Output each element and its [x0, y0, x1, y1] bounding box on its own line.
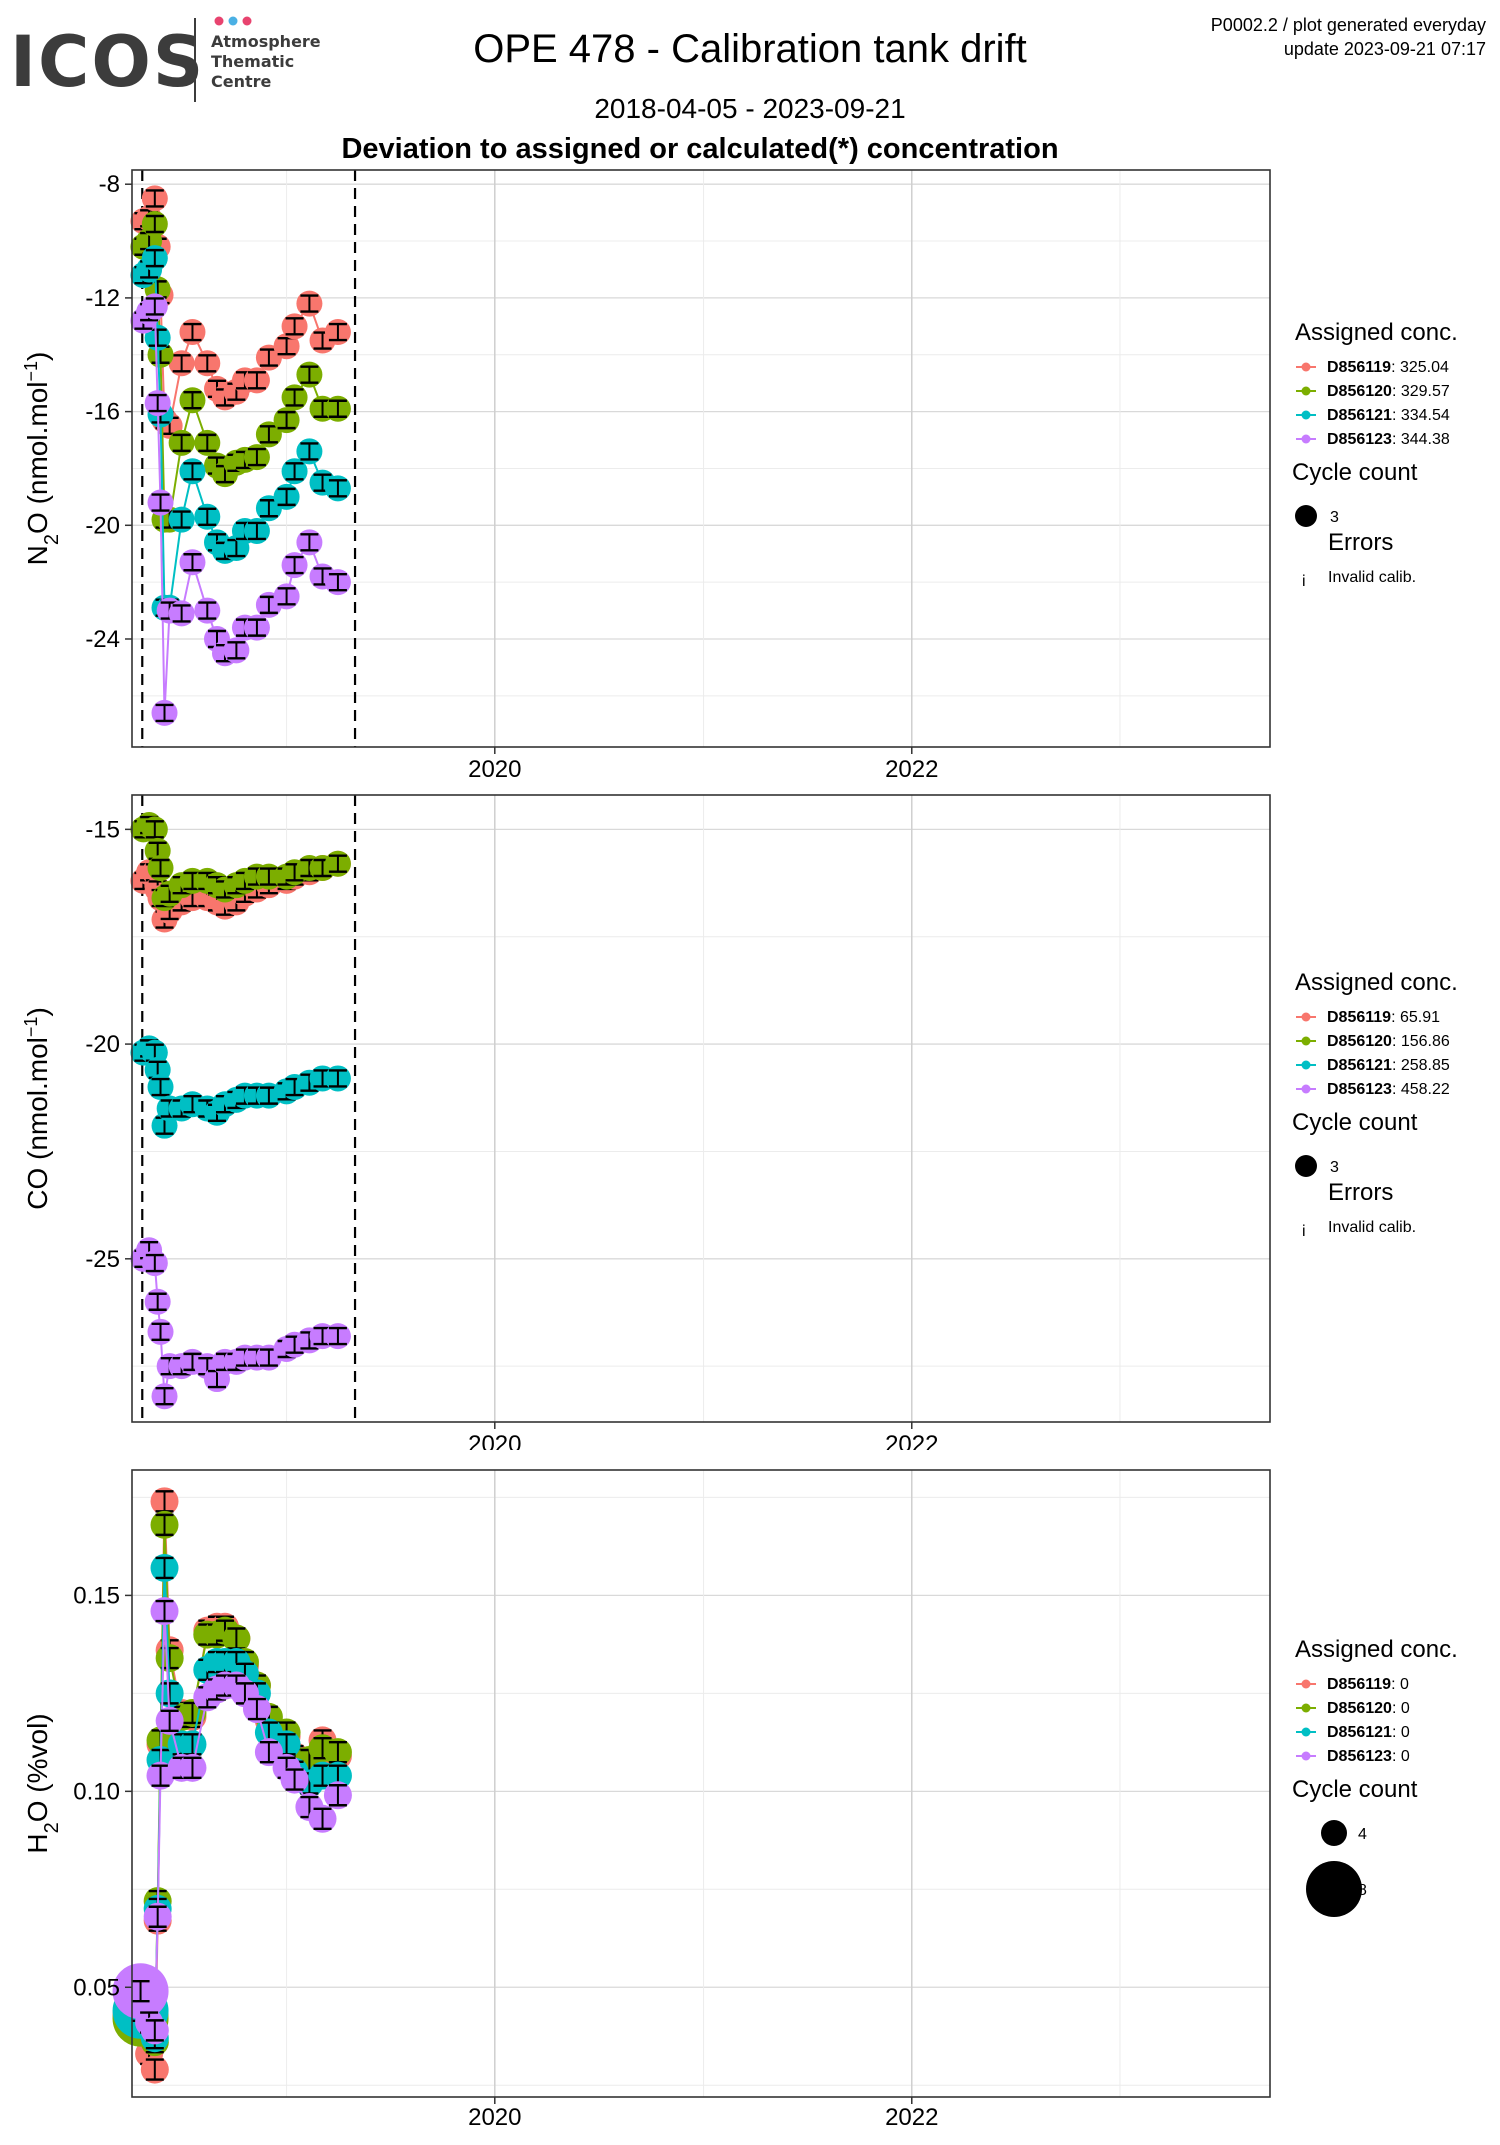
- legend-size-dot: [1295, 505, 1317, 527]
- legend-title-errors: Errors: [1328, 1179, 1393, 1206]
- legend-invalid-calib: Invalid calib.: [1328, 1219, 1416, 1236]
- legend-item-D856119: D856119: 65.91: [1327, 1009, 1440, 1026]
- legend-key-dot: [1301, 1036, 1311, 1046]
- legend-invalid-calib: Invalid calib.: [1328, 569, 1416, 586]
- legend-item-D856120: D856120: 156.86: [1327, 1033, 1450, 1050]
- legend: Assigned conc. D856119: 325.04 D856120: 32…: [1292, 319, 1458, 590]
- legend-size-label: 4: [1358, 1826, 1367, 1843]
- legend-title-assigned: Assigned conc.: [1295, 969, 1458, 996]
- series-D856120: [130, 812, 351, 912]
- logo-sub-line-1: Atmosphere: [211, 32, 321, 51]
- info-line-1: P0002.2 / plot generated everyday: [1211, 15, 1486, 35]
- legend-title-cycle: Cycle count: [1292, 1109, 1418, 1136]
- icos-logo-text: ICOS: [10, 21, 205, 103]
- legend-title-cycle: Cycle count: [1292, 459, 1418, 486]
- y-tick-label: -16: [85, 399, 120, 426]
- series-D856121: [130, 1035, 351, 1139]
- logo-sub-line-3: Centre: [211, 72, 272, 91]
- y-tick-label: 0.15: [73, 1582, 120, 1609]
- y-tick-label: -8: [99, 171, 120, 198]
- y-axis-label: H2O (%vol): [22, 1713, 63, 1853]
- logo-dot-2: [228, 16, 238, 26]
- y-axis-label: N2O (nmol.mol−1): [21, 352, 63, 566]
- legend-item-D856123: D856123: 0: [1327, 1748, 1410, 1765]
- logo-sub-line-2: Thematic: [211, 52, 294, 71]
- legend-key-dot: [1301, 386, 1311, 396]
- panel-border: [131, 794, 1271, 1423]
- legend-key-dot: [1301, 1751, 1311, 1761]
- legend-item-D856123: D856123: 344.38: [1327, 431, 1450, 448]
- grid: [132, 795, 1270, 1422]
- legend-size-dot: [1321, 1820, 1347, 1846]
- h2o-panel: 0.05 0.10 0.15 2020 2022 H2O (%vol) Assigned c…: [22, 1469, 1458, 2131]
- n2o-panel: -24 -20 -16 -12 -8 2020 2022 N2O (nmol.mol−1) As…: [21, 169, 1458, 783]
- legend-title-assigned: Assigned conc.: [1295, 1636, 1458, 1663]
- legend-key-dot: [1301, 362, 1311, 372]
- legend-item-D856120: D856120: 329.57: [1327, 383, 1450, 400]
- y-tick-label: -25: [85, 1246, 120, 1273]
- grid: [132, 1470, 1270, 2097]
- legend-item-D856121: D856121: 334.54: [1327, 407, 1450, 424]
- x-tick-label: 2020: [468, 2104, 521, 2131]
- x-tick-label: 2020: [468, 1431, 521, 1450]
- logo-dot-1: [214, 16, 224, 26]
- panel-border: [131, 169, 1271, 748]
- y-tick-label: -15: [85, 816, 120, 843]
- co-panel: -25 -20 -15 2020 2022 CO (nmol.mol−1) Assigned…: [21, 794, 1458, 1450]
- legend-error-glyph: i: [1302, 1223, 1306, 1240]
- legend-key-dot: [1301, 1703, 1311, 1713]
- panel-border: [131, 1469, 1271, 2098]
- legend-item-D856119: D856119: 0: [1327, 1676, 1409, 1693]
- legend-size-dot: [1295, 1155, 1317, 1177]
- legend-title-errors: Errors: [1328, 529, 1393, 556]
- y-tick-label: -20: [85, 512, 120, 539]
- legend-item-D856119: D856119: 325.04: [1327, 359, 1449, 376]
- legend-size-label: 3: [1330, 509, 1339, 526]
- legend-item-D856121: D856121: 258.85: [1327, 1057, 1450, 1074]
- series-D856123: [130, 1237, 351, 1410]
- legend: Assigned conc. D856119: 0 D856120: 0 D85612…: [1292, 1636, 1458, 1917]
- legend-key-dot: [1301, 434, 1311, 444]
- series-D856123: [112, 1597, 352, 2045]
- page-title: OPE 478 - Calibration tank drift: [473, 27, 1027, 71]
- legend-item-D856121: D856121: 0: [1327, 1724, 1410, 1741]
- y-tick-label: -12: [85, 285, 120, 312]
- legend-key-dot: [1301, 1060, 1311, 1070]
- y-tick-label: -20: [85, 1031, 120, 1058]
- x-tick-label: 2022: [885, 756, 938, 783]
- legend-key-dot: [1301, 1012, 1311, 1022]
- legend-size-label: 8: [1358, 1882, 1367, 1899]
- chart-headline: Deviation to assigned or calculated(*) c…: [341, 133, 1058, 165]
- legend-error-glyph: i: [1302, 573, 1306, 590]
- legend: Assigned conc. D856119: 65.91 D856120: 156…: [1292, 969, 1458, 1240]
- legend-item-D856120: D856120: 0: [1327, 1700, 1410, 1717]
- x-tick-label: 2020: [468, 756, 521, 783]
- y-tick-label: -24: [85, 626, 120, 653]
- date-range-subtitle: 2018-04-05 - 2023-09-21: [594, 93, 905, 124]
- y-tick-label: 0.05: [73, 1974, 120, 2001]
- x-tick-label: 2022: [885, 1431, 938, 1450]
- legend-key-dot: [1301, 410, 1311, 420]
- y-axis-label: CO (nmol.mol−1): [21, 1007, 53, 1210]
- info-line-2: update 2023-09-21 07:17: [1284, 39, 1486, 59]
- legend-key-dot: [1301, 1084, 1311, 1094]
- legend-key-dot: [1301, 1679, 1311, 1689]
- x-tick-label: 2022: [885, 2104, 938, 2131]
- logo-dot-3: [242, 16, 252, 26]
- legend-size-dot: [1306, 1861, 1362, 1917]
- legend-item-D856123: D856123: 458.22: [1327, 1081, 1450, 1098]
- legend-title-cycle: Cycle count: [1292, 1776, 1418, 1803]
- legend-title-assigned: Assigned conc.: [1295, 319, 1458, 346]
- series-D856123: [130, 293, 351, 726]
- y-tick-label: 0.10: [73, 1778, 120, 1805]
- grid: [132, 170, 1270, 747]
- page-header: ICOS Atmosphere Thematic Centre OPE 478 …: [10, 15, 1486, 165]
- legend-size-label: 3: [1330, 1159, 1339, 1176]
- legend-key-dot: [1301, 1727, 1311, 1737]
